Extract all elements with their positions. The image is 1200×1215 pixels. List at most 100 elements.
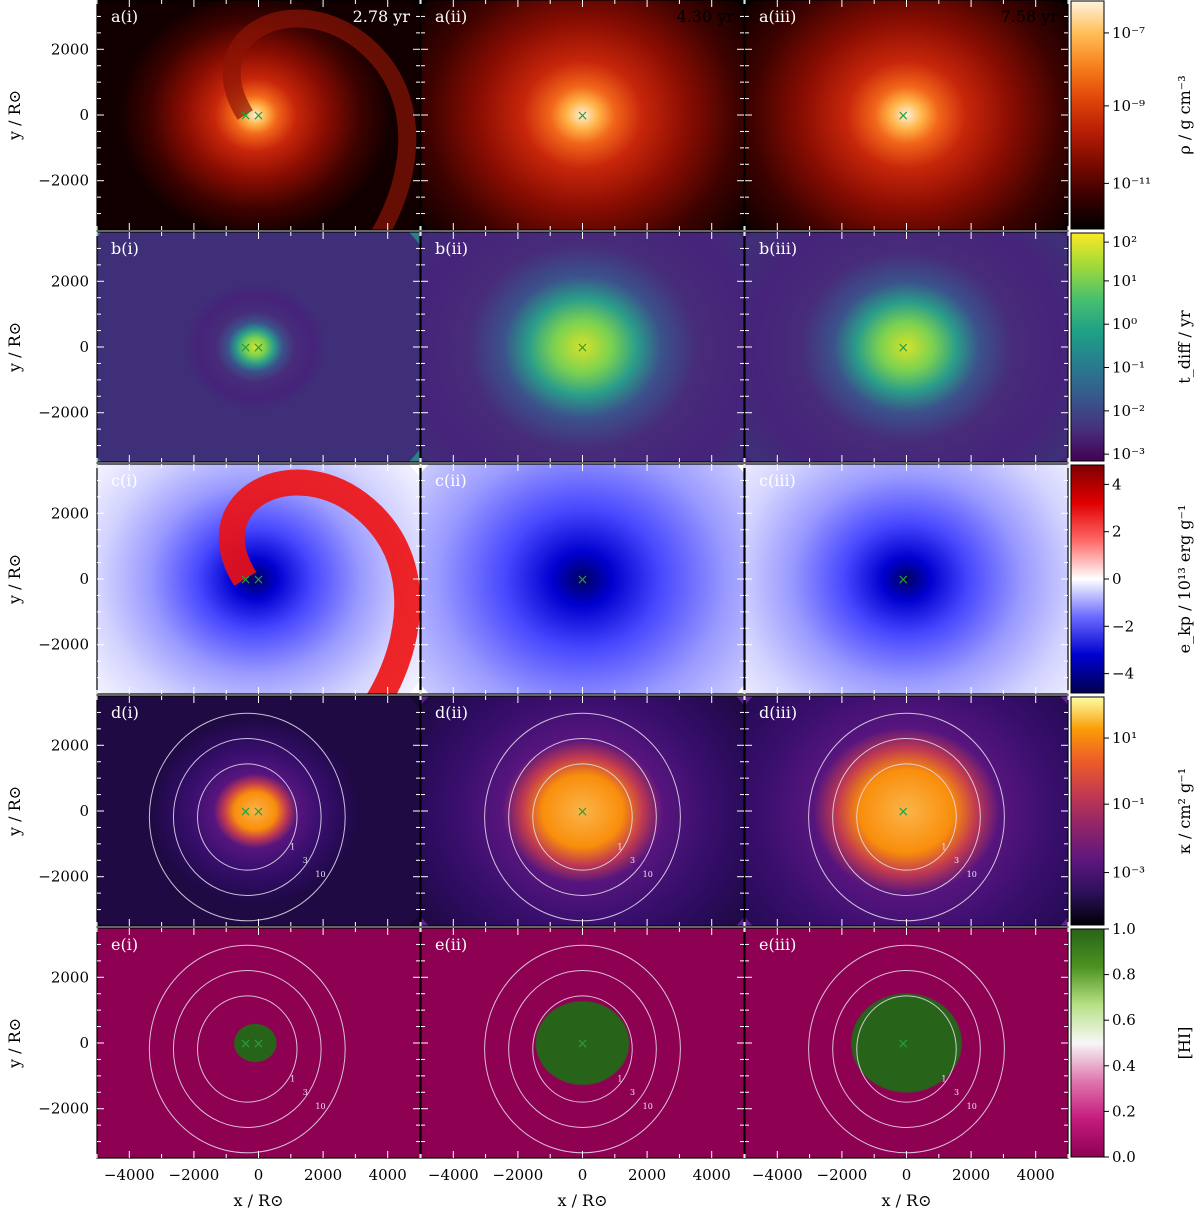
panel-a-ii: × a(ii) 4.30 yr <box>420 0 745 231</box>
panel-label: c(ii) <box>435 471 467 490</box>
colorbar-tick-label: 10⁻¹ <box>1112 359 1145 377</box>
star-marker: × <box>577 108 589 124</box>
contour-line <box>172 970 322 1128</box>
star-marker: × <box>897 804 909 820</box>
contour-line <box>197 995 298 1103</box>
contour-label: 1 <box>941 1074 946 1083</box>
colorbar-tick-label: 1.0 <box>1112 920 1136 938</box>
x-axis-title: x / R⊙ <box>881 1191 931 1210</box>
x-tick-label: −2000 <box>493 1166 544 1184</box>
colorbar-tick-label: 10⁰ <box>1112 315 1137 333</box>
field-map <box>745 232 1068 462</box>
spiral-arm <box>222 9 417 230</box>
panel-b-ii: × b(ii) <box>420 231 745 463</box>
colorbar-tick-label: 10² <box>1112 233 1137 251</box>
contour-label: 1 <box>941 842 946 851</box>
panel-c-i: × × c(i) <box>96 463 421 695</box>
colorbar-label: κ / cm² g⁻¹ <box>1175 768 1194 854</box>
colorbar-b: 10² 10¹ 10⁰ 10⁻¹ 10⁻² 10⁻³ t_diff / yr <box>1070 232 1194 463</box>
y-tick-label: 2000 <box>51 504 89 522</box>
field-map <box>97 464 420 694</box>
y-tick-label: 2000 <box>51 272 89 290</box>
y-tick-label: −2000 <box>38 868 89 886</box>
panel-grid: × ×a(i) 2.78 yr×a(ii) 4.30 yr×a(iii) 7.58 yr… <box>96 0 1069 1159</box>
colorbar-tick-label: 0.0 <box>1112 1148 1136 1166</box>
colorbar-c: 4 2 0 −2 −4 e_kp / 10¹³ erg g⁻¹ <box>1070 464 1194 694</box>
field-map <box>97 0 420 230</box>
field-map <box>421 232 744 462</box>
panel-a-iii: × a(iii) 7.58 yr <box>744 0 1069 231</box>
y-tick-label: 0 <box>79 1034 89 1052</box>
panel-label: a(i) <box>111 7 138 26</box>
star-marker: × <box>897 340 909 356</box>
panel-label: b(iii) <box>759 239 797 258</box>
contour-label: 1 <box>617 842 622 851</box>
y-tick-label: 0 <box>79 802 89 820</box>
colorbar-tick-label: 0.2 <box>1112 1102 1136 1120</box>
star-marker: × <box>240 340 252 356</box>
y-tick-label: 0 <box>79 570 89 588</box>
x-tick-label: −4000 <box>752 1166 803 1184</box>
star-marker: × <box>253 108 265 124</box>
colorbar-tick-label: 0.4 <box>1112 1057 1136 1075</box>
contour-line <box>197 763 298 871</box>
panel-c-ii: × c(ii) <box>420 463 745 695</box>
y-axis-title: y / R⊙ <box>5 322 24 373</box>
star-marker: × <box>253 804 265 820</box>
star-marker: × <box>240 572 252 588</box>
contour-label: 10 <box>967 1102 977 1111</box>
colorbar-label: [HI] <box>1175 1027 1194 1060</box>
y-tick-label: −2000 <box>38 1100 89 1118</box>
star-marker: × <box>577 804 589 820</box>
y-tick-label: −2000 <box>38 636 89 654</box>
y-tick-label: −2000 <box>38 172 89 190</box>
contour-label: 3 <box>630 1088 635 1097</box>
panel-e-iii: 13 10 × e(iii) <box>744 927 1069 1159</box>
field-map <box>745 0 1068 230</box>
y-tick-label: 2000 <box>51 40 89 58</box>
contour-label: 1 <box>617 1074 622 1083</box>
panel-label: c(i) <box>111 471 138 490</box>
contour-label: 10 <box>315 1102 325 1111</box>
colorbar-column: 10⁻⁷ 10⁻⁹ 10⁻¹¹ ρ / g cm⁻³ 10² 10¹ 10⁰ 10⁻¹ 10⁻²… <box>1070 0 1194 1166</box>
panel-d-iii: 13 10 × d(iii) <box>744 695 1069 927</box>
panel-label: a(iii) <box>759 7 796 26</box>
contour-line <box>856 763 957 871</box>
contour-line <box>532 763 633 871</box>
contour-line <box>508 970 657 1128</box>
colorbar-tick-label: 10¹ <box>1112 729 1137 747</box>
x-tick-label: 4000 <box>693 1166 731 1184</box>
colorbar-tick-label: −4 <box>1112 665 1134 683</box>
x-tick-label: −4000 <box>104 1166 155 1184</box>
contour-line <box>532 995 633 1103</box>
colorbar-tick-label: 10¹ <box>1112 272 1137 290</box>
panel-a-i: × × a(i) 2.78 yr <box>96 0 421 231</box>
panel-label: d(iii) <box>759 703 797 722</box>
time-label: 7.58 yr <box>1001 7 1059 26</box>
colorbar-tick-label: 10⁻² <box>1112 402 1145 420</box>
colorbar-tick-label: 10⁻⁷ <box>1112 24 1145 42</box>
colorbar-gradient <box>1070 696 1105 926</box>
contour-line <box>148 944 346 1154</box>
panel-d-i: 13 10 × × d(i) <box>96 695 421 927</box>
colorbar-tick-label: 2 <box>1112 523 1122 541</box>
x-tick-label: 2000 <box>304 1166 342 1184</box>
colorbar-tick-label: 10⁻¹¹ <box>1112 174 1151 192</box>
x-tick-label: −2000 <box>817 1166 868 1184</box>
x-tick-label: 0 <box>578 1166 588 1184</box>
colorbar-tick-label: 10⁻¹ <box>1112 795 1145 813</box>
panel-b-i: × × b(i) <box>96 231 421 463</box>
panel-b-iii: × b(iii) <box>744 231 1069 463</box>
field-map <box>745 928 1068 1158</box>
field-map <box>745 696 1068 926</box>
y-tick-label: 2000 <box>51 968 89 986</box>
contour-label: 3 <box>954 856 959 865</box>
colorbar-label: ρ / g cm⁻³ <box>1175 75 1194 154</box>
time-label: 4.30 yr <box>677 7 735 26</box>
y-tick-label: 2000 <box>51 736 89 754</box>
y-tick-label: 0 <box>79 338 89 356</box>
field-map <box>421 696 744 926</box>
contour-line <box>508 738 657 896</box>
star-marker: × <box>897 572 909 588</box>
